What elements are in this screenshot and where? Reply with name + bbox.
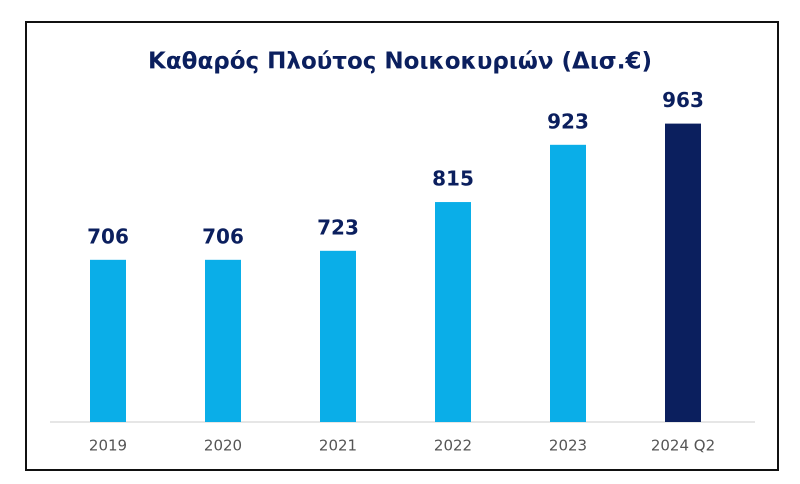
bar — [435, 202, 471, 422]
x-tick-label: 2023 — [549, 437, 587, 455]
data-label: 963 — [662, 88, 704, 112]
x-tick-label: 2021 — [319, 437, 357, 455]
bar — [665, 123, 701, 423]
data-label: 923 — [547, 109, 589, 133]
x-tick-label: 2022 — [434, 437, 472, 455]
bar — [205, 259, 241, 422]
data-label: 815 — [432, 167, 474, 191]
data-label: 706 — [87, 224, 129, 248]
bar — [90, 259, 126, 422]
bar — [550, 144, 586, 422]
frame — [25, 21, 779, 471]
bar — [320, 250, 356, 422]
chart-title: Καθαρός Πλούτος Νοικοκυριών (Δισ.€) — [148, 49, 652, 75]
x-tick-label: 2019 — [89, 437, 127, 455]
x-tick-label: 2020 — [204, 437, 242, 455]
x-tick-label: 2024 Q2 — [651, 437, 715, 455]
data-label: 723 — [317, 215, 359, 239]
data-label: 706 — [202, 224, 244, 248]
